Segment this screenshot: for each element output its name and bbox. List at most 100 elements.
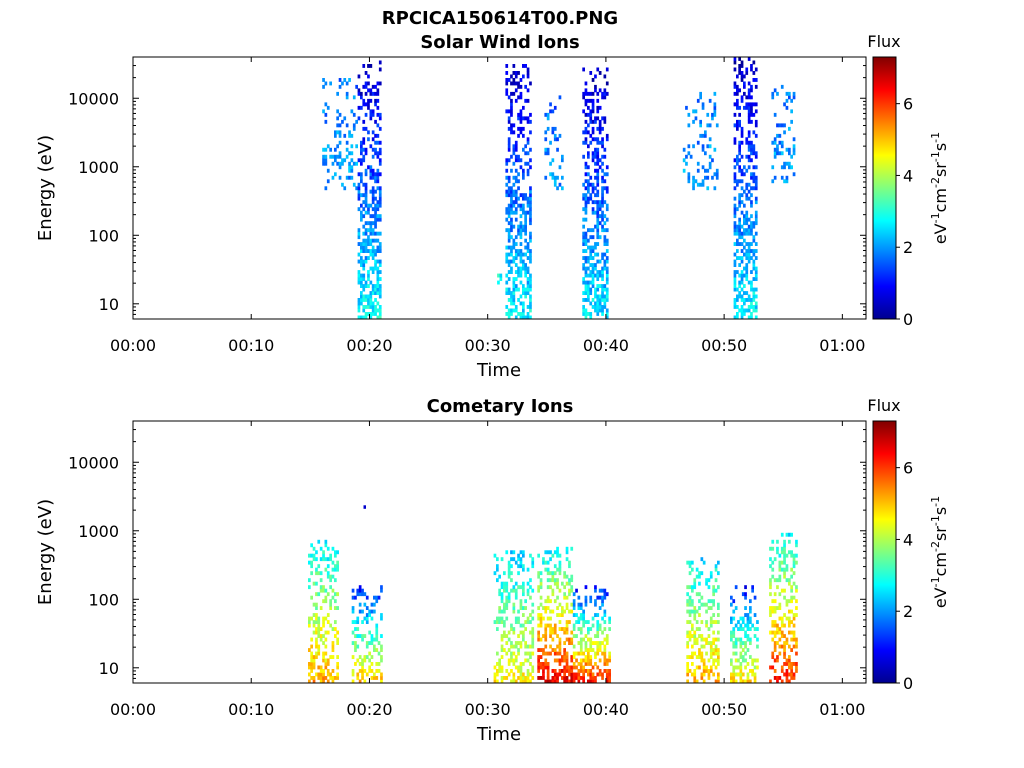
spectrogram-cell: [376, 123, 380, 128]
spectrogram-cell: [357, 186, 361, 191]
spectrogram-cell: [584, 186, 588, 191]
spectrogram-cell: [522, 252, 525, 257]
spectrogram-cell: [740, 200, 744, 205]
spectrogram-cell: [544, 644, 548, 649]
spectrogram-cell: [598, 119, 602, 124]
spectrogram-cell: [594, 84, 597, 89]
spectrogram-cell: [579, 658, 583, 663]
spectrogram-cell: [750, 175, 753, 180]
spectrogram-cell: [556, 634, 559, 638]
x-tick-label: 00:40: [583, 700, 629, 719]
spectrogram-cell: [375, 662, 379, 666]
spectrogram-cell: [378, 308, 382, 313]
panel-title: Cometary Ions: [427, 396, 574, 417]
spectrogram-cell: [754, 182, 758, 187]
spectrogram-cell: [773, 630, 777, 635]
spectrogram-cell: [596, 67, 600, 72]
spectrogram-cell: [743, 308, 746, 313]
spectrogram-cell: [589, 669, 593, 673]
spectrogram-cell: [512, 203, 516, 208]
spectrogram-cell: [374, 305, 377, 309]
spectrogram-cell: [529, 165, 532, 170]
spectrogram-cell: [707, 627, 711, 631]
spectrogram-cell: [561, 676, 564, 680]
spectrogram-cell: [362, 259, 366, 264]
spectrogram-cell: [546, 651, 550, 656]
spectrogram-cell: [556, 567, 559, 572]
spectrogram-cell: [594, 273, 597, 278]
spectrogram-cell: [587, 179, 590, 184]
spectrogram-cell: [776, 676, 779, 680]
spectrogram-cell: [368, 641, 371, 645]
spectrogram-cell: [514, 644, 518, 649]
spectrogram-cell: [364, 186, 368, 191]
spectrogram-cell: [510, 98, 513, 103]
spectrogram-cell: [338, 123, 342, 128]
spectrogram-cell: [584, 196, 588, 201]
spectrogram-cell: [519, 273, 523, 278]
spectrogram-cell: [694, 179, 698, 184]
spectrogram-cell: [505, 616, 509, 621]
spectrogram-cell: [738, 308, 741, 313]
spectrogram-cell: [364, 151, 368, 156]
spectrogram-cell: [357, 189, 361, 194]
spectrogram-cells: [322, 57, 796, 320]
spectrogram-cell: [338, 165, 342, 170]
spectrogram-cell: [526, 315, 530, 320]
spectrogram-cell: [688, 571, 692, 576]
spectrogram-cell: [582, 182, 585, 187]
spectrogram-cell: [529, 277, 532, 281]
spectrogram-cell: [584, 256, 588, 260]
spectrogram-cell: [362, 305, 366, 309]
spectrogram-cell: [308, 672, 311, 677]
spectrogram-cell: [771, 574, 775, 579]
spectrogram-cell: [524, 161, 527, 166]
spectrogram-cell: [575, 676, 578, 680]
spectrogram-cell: [740, 78, 744, 82]
spectrogram-cell: [507, 137, 511, 142]
spectrogram-cell: [505, 259, 509, 264]
spectrogram-cell: [743, 217, 746, 222]
spectrogram-cell: [734, 665, 738, 670]
spectrogram-cell: [733, 57, 737, 61]
spectrogram-cell: [605, 662, 609, 666]
spectrogram-cell: [549, 161, 552, 166]
spectrogram-cell: [582, 231, 585, 236]
spectrogram-cell: [319, 669, 323, 673]
spectrogram-cell: [792, 613, 796, 617]
spectrogram-cell: [582, 196, 585, 201]
spectrogram-cell: [324, 186, 328, 191]
spectrogram-cell: [702, 672, 706, 677]
spectrogram-cell: [544, 637, 548, 642]
spectrogram-cell: [362, 284, 366, 288]
spectrogram-cell: [785, 564, 789, 569]
spectrogram-cell: [517, 249, 520, 253]
spectrogram-cell: [582, 637, 585, 642]
spectrogram-cell: [531, 665, 535, 670]
spectrogram-cell: [517, 116, 520, 121]
spectrogram-cell: [701, 147, 705, 152]
spectrogram-cell: [603, 613, 607, 617]
spectrogram-cell: [750, 214, 753, 219]
spectrogram-cell: [795, 606, 798, 610]
spectrogram-cell: [747, 95, 751, 100]
spectrogram-cell: [375, 599, 379, 604]
spectrogram-cell: [542, 651, 545, 656]
spectrogram-cell: [783, 179, 786, 184]
spectrogram-cell: [694, 116, 698, 121]
spectrogram-cell: [575, 620, 578, 624]
spectrogram-cell: [605, 280, 609, 285]
spectrogram-cell: [601, 252, 604, 257]
spectrogram-cell: [701, 105, 705, 110]
spectrogram-cell: [707, 658, 711, 663]
spectrogram-cell: [500, 637, 504, 642]
spectrogram-cell: [544, 651, 548, 656]
spectrogram-cell: [736, 91, 739, 96]
spectrogram-cell: [788, 161, 791, 166]
spectrogram-cell: [493, 665, 497, 670]
spectrogram-cell: [688, 560, 692, 565]
spectrogram-cell: [531, 616, 535, 621]
spectrogram-cell: [510, 105, 513, 110]
spectrogram-cell: [362, 98, 366, 103]
